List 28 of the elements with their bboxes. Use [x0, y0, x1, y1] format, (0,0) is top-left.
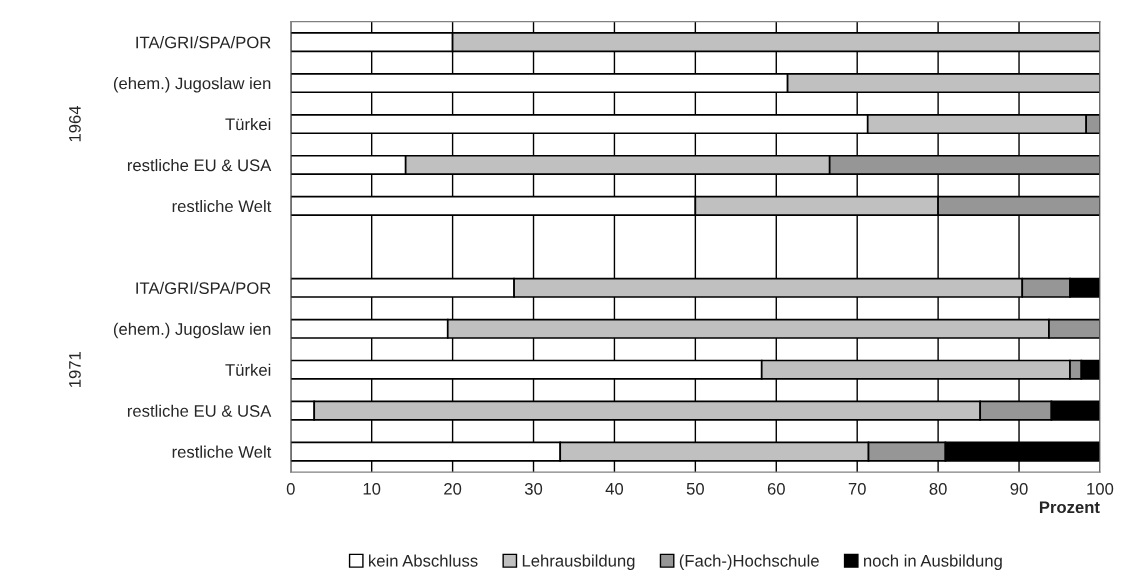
y-tick-label: ITA/GRI/SPA/POR: [136, 36, 271, 49]
y-tick-label: Türkei: [225, 363, 271, 376]
text: 1964: [69, 105, 81, 142]
y-tick-label: restliche Welt: [172, 445, 272, 458]
text: 1971: [69, 351, 81, 387]
x-tick-label: 0: [286, 482, 295, 495]
y-tick-label: restliche EU & USA: [127, 404, 272, 417]
x-tick-label: 30: [524, 482, 543, 495]
x-axis-title: Prozent: [1039, 501, 1100, 514]
legend-label: Lehrausbildung: [522, 554, 635, 570]
legend-label: noch in Ausbildung: [864, 554, 1002, 570]
x-tick-label: 100: [1087, 482, 1114, 495]
y-tick-label: Türkei: [225, 117, 271, 131]
legend-label: (Fach-)Hochschule: [679, 554, 819, 570]
y-tick-label: restliche EU & USA: [127, 158, 272, 172]
x-tick-label: 70: [848, 482, 866, 495]
x-tick-label: 80: [929, 482, 947, 495]
x-tick-label: 60: [767, 482, 785, 495]
y-tick-label: (ehem.) Jugoslaw ien: [113, 322, 271, 339]
y-tick-label: (ehem.) Jugoslaw ien: [113, 77, 271, 93]
x-tick-label: 40: [605, 482, 624, 495]
y-tick-label: ITA/GRI/SPA/POR: [136, 281, 271, 295]
x-tick-label: 90: [1010, 482, 1028, 495]
legend-label: kein Abschluss: [369, 554, 478, 567]
x-tick-label: 50: [686, 482, 704, 495]
y-tick-label: restliche Welt: [172, 199, 272, 213]
x-tick-label: 10: [363, 482, 381, 495]
x-tick-label: 20: [444, 482, 462, 495]
